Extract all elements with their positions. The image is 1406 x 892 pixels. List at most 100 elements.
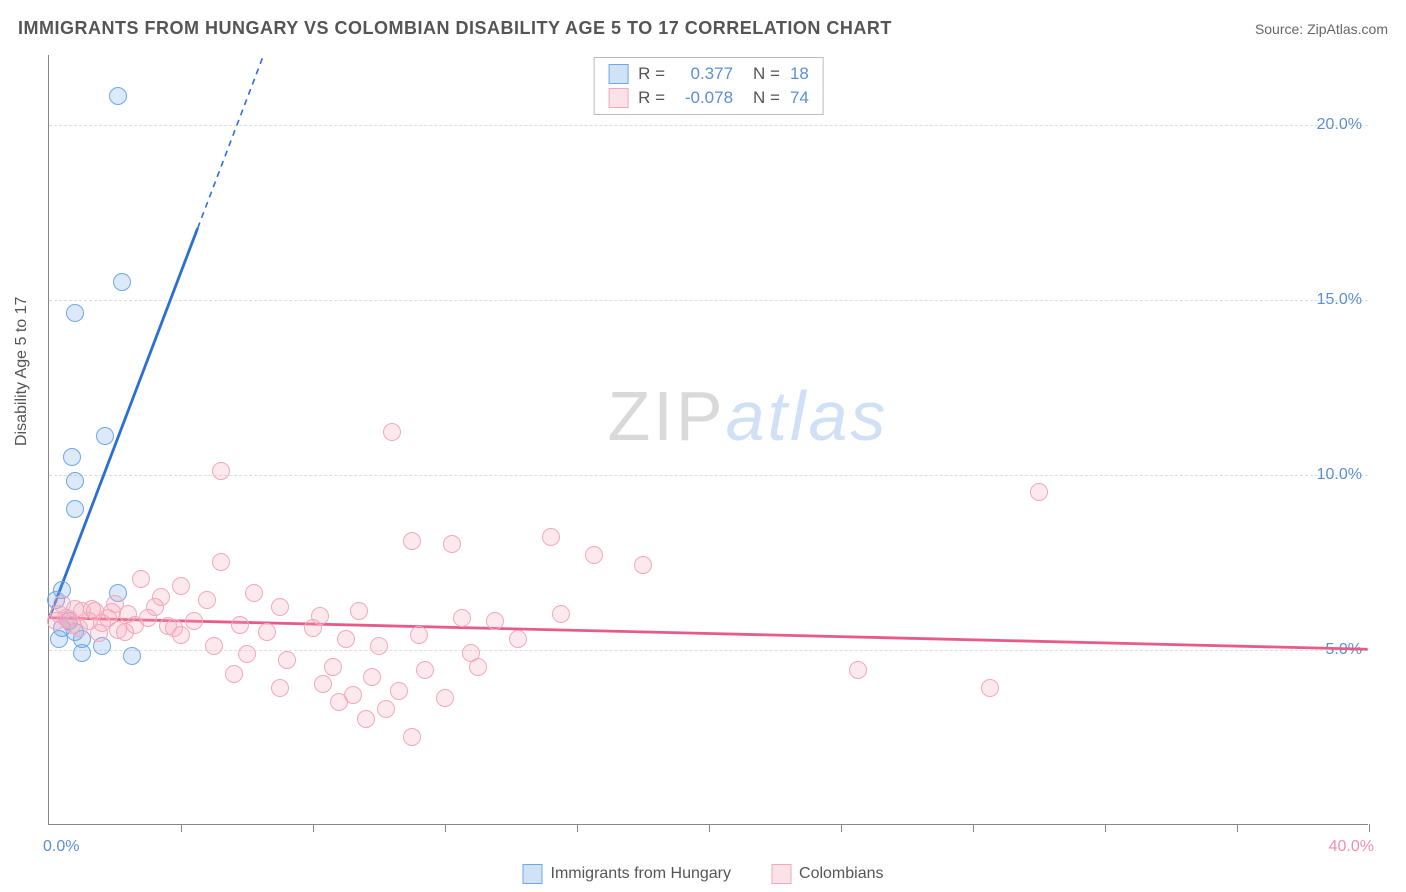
scatter-point bbox=[271, 679, 289, 697]
scatter-point bbox=[96, 427, 114, 445]
x-tick-mark bbox=[1105, 824, 1106, 832]
scatter-point bbox=[90, 624, 108, 642]
scatter-point bbox=[83, 600, 101, 618]
gridline bbox=[49, 475, 1368, 476]
legend-label: Colombians bbox=[799, 865, 883, 883]
scatter-point bbox=[116, 623, 134, 641]
scatter-point bbox=[66, 304, 84, 322]
scatter-point bbox=[486, 612, 504, 630]
scatter-point bbox=[453, 609, 471, 627]
scatter-point bbox=[314, 675, 332, 693]
scatter-point bbox=[443, 535, 461, 553]
y-tick-label: 5.0% bbox=[1326, 641, 1362, 659]
n-value: 74 bbox=[790, 88, 809, 108]
n-value: 18 bbox=[790, 64, 809, 84]
y-axis-label: Disability Age 5 to 17 bbox=[13, 297, 31, 446]
y-tick-label: 10.0% bbox=[1317, 466, 1362, 484]
x-tick-mark bbox=[1369, 824, 1370, 832]
scatter-point bbox=[410, 626, 428, 644]
legend-swatch-1 bbox=[608, 88, 628, 108]
n-label: N = bbox=[753, 88, 780, 108]
x-axis-legend: Immigrants from Hungary Colombians bbox=[523, 864, 884, 884]
chart-title: IMMIGRANTS FROM HUNGARY VS COLOMBIAN DIS… bbox=[18, 18, 892, 39]
trend-lines bbox=[49, 55, 1368, 824]
scatter-point bbox=[436, 689, 454, 707]
x-tick-mark bbox=[445, 824, 446, 832]
scatter-point bbox=[324, 658, 342, 676]
x-max-label: 40.0% bbox=[1329, 838, 1374, 856]
legend-entry-0: Immigrants from Hungary bbox=[523, 864, 732, 884]
scatter-point bbox=[109, 87, 127, 105]
scatter-point bbox=[416, 661, 434, 679]
stats-row-series-0: R = 0.377 N = 18 bbox=[608, 62, 809, 86]
scatter-point bbox=[350, 602, 368, 620]
scatter-point bbox=[73, 644, 91, 662]
stats-legend: R = 0.377 N = 18 R = -0.078 N = 74 bbox=[593, 57, 824, 115]
scatter-point bbox=[363, 668, 381, 686]
scatter-point bbox=[231, 616, 249, 634]
scatter-point bbox=[198, 591, 216, 609]
scatter-point bbox=[50, 630, 68, 648]
scatter-point bbox=[205, 637, 223, 655]
scatter-point bbox=[212, 462, 230, 480]
gridline bbox=[49, 125, 1368, 126]
legend-swatch-0 bbox=[608, 64, 628, 84]
source-label: Source: ZipAtlas.com bbox=[1255, 21, 1388, 37]
scatter-point bbox=[66, 472, 84, 490]
scatter-point bbox=[585, 546, 603, 564]
scatter-point bbox=[981, 679, 999, 697]
scatter-point bbox=[542, 528, 560, 546]
plot-area: ZIPatlas R = 0.377 N = 18 R = -0.078 N =… bbox=[48, 55, 1368, 825]
x-min-label: 0.0% bbox=[43, 838, 79, 856]
scatter-point bbox=[238, 645, 256, 663]
scatter-point bbox=[370, 637, 388, 655]
scatter-point bbox=[330, 693, 348, 711]
scatter-point bbox=[212, 553, 230, 571]
scatter-point bbox=[258, 623, 276, 641]
x-tick-mark bbox=[1237, 824, 1238, 832]
scatter-point bbox=[245, 584, 263, 602]
scatter-point bbox=[225, 665, 243, 683]
scatter-point bbox=[165, 619, 183, 637]
legend-entry-1: Colombians bbox=[771, 864, 883, 884]
gridline bbox=[49, 300, 1368, 301]
scatter-point bbox=[469, 658, 487, 676]
y-tick-label: 15.0% bbox=[1317, 291, 1362, 309]
scatter-point bbox=[337, 630, 355, 648]
x-tick-mark bbox=[841, 824, 842, 832]
scatter-point bbox=[383, 423, 401, 441]
r-value: -0.078 bbox=[675, 88, 733, 108]
x-tick-mark bbox=[709, 824, 710, 832]
r-label: R = bbox=[638, 88, 665, 108]
scatter-point bbox=[304, 619, 322, 637]
scatter-point bbox=[403, 532, 421, 550]
scatter-point bbox=[113, 273, 131, 291]
x-tick-mark bbox=[973, 824, 974, 832]
scatter-point bbox=[377, 700, 395, 718]
r-value: 0.377 bbox=[675, 64, 733, 84]
watermark: ZIPatlas bbox=[608, 376, 889, 456]
scatter-point bbox=[1030, 483, 1048, 501]
n-label: N = bbox=[753, 64, 780, 84]
scatter-point bbox=[185, 612, 203, 630]
scatter-point bbox=[172, 577, 190, 595]
scatter-point bbox=[123, 647, 141, 665]
scatter-point bbox=[509, 630, 527, 648]
x-tick-mark bbox=[577, 824, 578, 832]
scatter-point bbox=[63, 448, 81, 466]
x-tick-mark bbox=[313, 824, 314, 832]
y-tick-label: 20.0% bbox=[1317, 116, 1362, 134]
legend-label: Immigrants from Hungary bbox=[551, 865, 732, 883]
scatter-point bbox=[47, 612, 65, 630]
scatter-point bbox=[849, 661, 867, 679]
scatter-point bbox=[66, 500, 84, 518]
legend-swatch-1 bbox=[771, 864, 791, 884]
scatter-point bbox=[552, 605, 570, 623]
scatter-point bbox=[278, 651, 296, 669]
r-label: R = bbox=[638, 64, 665, 84]
legend-swatch-0 bbox=[523, 864, 543, 884]
x-tick-mark bbox=[181, 824, 182, 832]
scatter-point bbox=[403, 728, 421, 746]
scatter-point bbox=[66, 600, 84, 618]
scatter-point bbox=[357, 710, 375, 728]
